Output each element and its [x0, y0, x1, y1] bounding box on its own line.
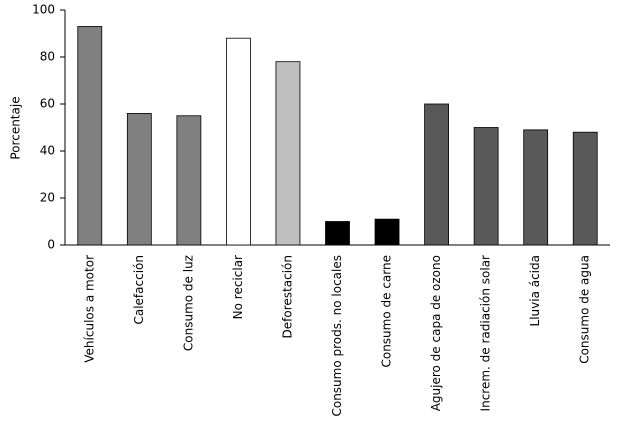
x-tick-label: Consumo prods. no locales — [330, 255, 344, 417]
bar — [226, 37, 251, 246]
x-tick-label: Calefacción — [132, 255, 146, 325]
x-tick-label: Lluvia ácida — [528, 255, 542, 326]
x-tick-label: Consumo de agua — [578, 255, 592, 364]
y-tick-label: 100 — [32, 3, 55, 17]
bar — [523, 129, 549, 246]
x-tick-label: Agujero de capa de ozono — [429, 255, 443, 411]
bar — [374, 218, 400, 246]
x-tick-label: Consumo de carne — [380, 255, 394, 368]
bar — [275, 61, 301, 246]
bar — [572, 131, 598, 246]
x-tick-label: Consumo de luz — [181, 255, 195, 351]
x-tick-label: Increm. de radiación solar — [479, 255, 493, 411]
y-tick-label: 40 — [40, 144, 55, 158]
y-axis-label: Porcentaje — [9, 96, 23, 159]
x-tick-label: Deforestación — [280, 255, 294, 338]
bar — [77, 26, 103, 246]
y-tick-label: 60 — [40, 97, 55, 111]
bar — [176, 115, 202, 246]
bar — [325, 221, 350, 246]
x-tick-label: No reciclar — [231, 255, 245, 319]
bar — [424, 103, 449, 246]
x-tick-label: Vehículos a motor — [82, 255, 96, 363]
y-tick-label: 80 — [40, 50, 55, 64]
bar — [126, 113, 152, 246]
y-tick-label: 20 — [40, 191, 55, 205]
bar — [473, 127, 499, 246]
y-tick-label: 0 — [47, 238, 55, 252]
